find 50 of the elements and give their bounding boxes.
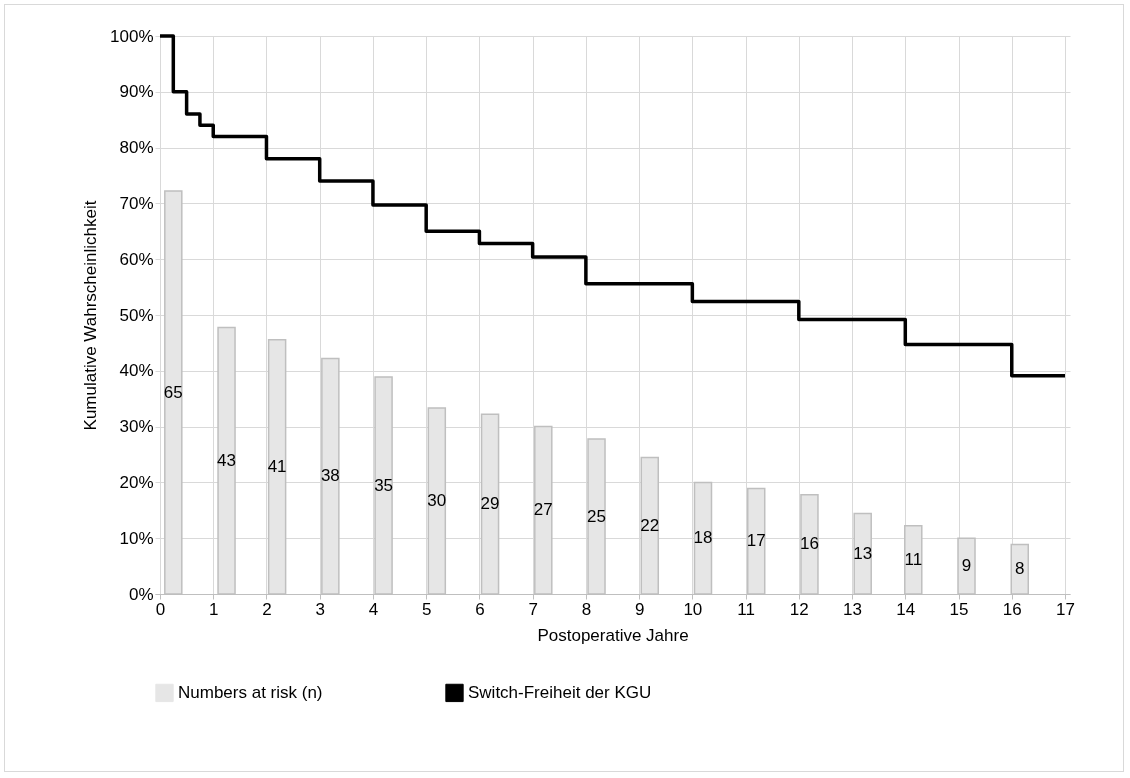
x-tick-label: 10 — [683, 599, 703, 619]
data-label: 8 — [1015, 559, 1025, 579]
data-label: 22 — [640, 515, 660, 535]
legend-label: Switch-Freiheit der KGU — [468, 682, 652, 702]
data-label: 41 — [267, 456, 287, 476]
data-label: 35 — [374, 475, 394, 495]
x-tick-label: 7 — [528, 599, 538, 619]
x-tick-label: 13 — [843, 599, 863, 619]
y-tick-label: 80% — [119, 138, 154, 158]
data-label: 25 — [587, 506, 606, 526]
data-label: 11 — [904, 549, 923, 569]
x-tick-label: 17 — [1056, 599, 1075, 619]
x-tick-label: 8 — [581, 599, 592, 619]
x-axis-title: Postoperative Jahre — [537, 625, 689, 645]
x-tick-label: 5 — [421, 599, 432, 619]
y-tick-label: 60% — [119, 249, 154, 269]
y-tick-label: 100% — [110, 26, 154, 46]
y-axis-title: Kumulative Wahrscheinlichkeit — [81, 200, 101, 431]
legend-label: Numbers at risk (n) — [178, 682, 323, 702]
data-label: 65 — [163, 382, 183, 402]
x-tick-label: 2 — [262, 599, 272, 619]
x-tick-label: 1 — [209, 599, 219, 619]
x-tick-label: 12 — [789, 599, 809, 619]
y-tick-label: 30% — [119, 417, 154, 437]
data-label: 9 — [961, 556, 972, 576]
x-tick-label: 16 — [1002, 599, 1022, 619]
x-tick-label: 9 — [634, 599, 645, 619]
data-label: 13 — [853, 543, 873, 563]
data-label: 16 — [800, 534, 819, 554]
x-tick-label: 4 — [368, 599, 379, 619]
x-tick-label: 0 — [155, 599, 166, 619]
y-tick-label: 20% — [119, 472, 154, 492]
x-tick-label: 15 — [949, 599, 969, 619]
data-label: 29 — [480, 494, 500, 514]
y-tick-label: 40% — [119, 361, 154, 381]
data-label: 18 — [693, 528, 713, 548]
y-tick-label: 10% — [119, 528, 154, 548]
x-tick-label: 3 — [315, 599, 325, 619]
x-tick-label: 14 — [896, 599, 916, 619]
data-label: 17 — [746, 531, 766, 551]
data-label: 30 — [427, 491, 447, 510]
x-tick-label: 6 — [475, 599, 485, 619]
y-tick-label: 90% — [119, 82, 154, 102]
data-label: 27 — [533, 500, 553, 520]
data-label: 38 — [320, 466, 340, 486]
y-tick-label: 0% — [128, 584, 154, 604]
data-label: 43 — [217, 450, 237, 470]
y-tick-label: 50% — [119, 305, 154, 325]
y-tick-label: 70% — [119, 193, 154, 213]
x-tick-label: 11 — [737, 599, 755, 619]
